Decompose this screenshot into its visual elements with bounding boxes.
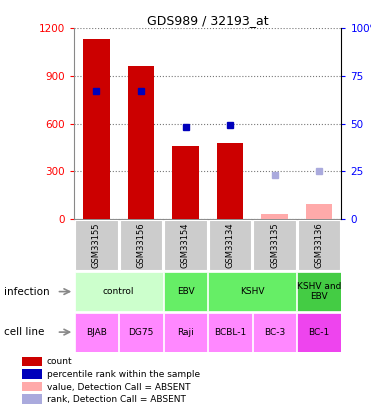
Text: DG75: DG75 [128, 328, 154, 337]
Bar [22, 369, 42, 379]
Text: EBV: EBV [177, 287, 194, 296]
Bar [253, 313, 296, 352]
Bar [119, 220, 162, 270]
Bar [208, 272, 296, 311]
Bar [83, 39, 110, 219]
Bar [261, 214, 288, 219]
Text: KSHV: KSHV [240, 287, 265, 296]
Bar [208, 313, 252, 352]
Bar [164, 313, 207, 352]
Text: percentile rank within the sample: percentile rank within the sample [47, 370, 200, 379]
Text: infection: infection [4, 287, 49, 296]
Bar [253, 220, 296, 270]
Text: GSM33135: GSM33135 [270, 222, 279, 268]
Text: GSM33134: GSM33134 [226, 222, 234, 268]
Bar [297, 272, 341, 311]
Text: GSM33156: GSM33156 [137, 222, 145, 268]
Bar [298, 220, 341, 270]
Bar [217, 143, 243, 219]
Text: BC-1: BC-1 [308, 328, 330, 337]
Text: count: count [47, 357, 72, 367]
Text: BCBL-1: BCBL-1 [214, 328, 246, 337]
Text: rank, Detection Call = ABSENT: rank, Detection Call = ABSENT [47, 395, 186, 404]
Bar [75, 220, 118, 270]
Bar [22, 356, 42, 366]
Text: BC-3: BC-3 [264, 328, 285, 337]
Bar [306, 205, 332, 219]
Text: GSM33155: GSM33155 [92, 222, 101, 268]
Bar [119, 313, 163, 352]
Bar [75, 272, 163, 311]
Bar [128, 66, 154, 219]
Text: control: control [103, 287, 134, 296]
Text: cell line: cell line [4, 327, 44, 337]
Bar [172, 146, 199, 219]
Text: Raji: Raji [177, 328, 194, 337]
Text: GSM33154: GSM33154 [181, 222, 190, 268]
Text: value, Detection Call = ABSENT: value, Detection Call = ABSENT [47, 383, 190, 392]
Bar [164, 272, 207, 311]
Bar [75, 313, 118, 352]
Bar [164, 220, 207, 270]
Title: GDS989 / 32193_at: GDS989 / 32193_at [147, 14, 269, 27]
Bar [209, 220, 252, 270]
Bar [297, 313, 341, 352]
Text: KSHV and
EBV: KSHV and EBV [297, 282, 341, 301]
Bar [22, 394, 42, 404]
Bar [22, 382, 42, 391]
Text: BJAB: BJAB [86, 328, 107, 337]
Text: GSM33136: GSM33136 [315, 222, 324, 268]
